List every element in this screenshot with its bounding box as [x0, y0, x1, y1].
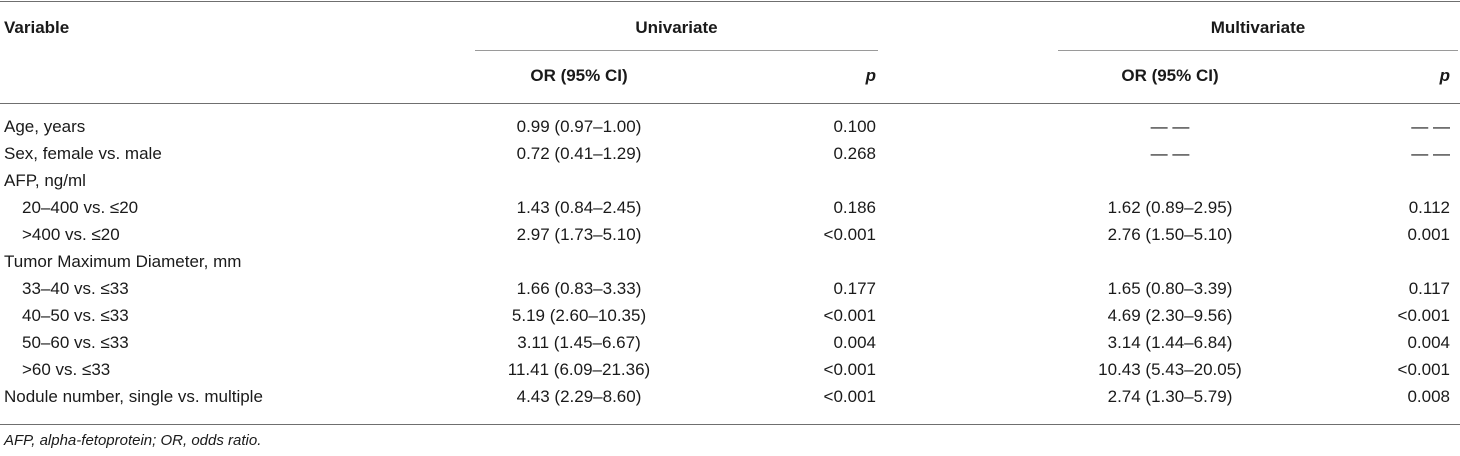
header-multivariate-or: OR (95% CI): [1121, 66, 1219, 85]
multivariate-or-cell: 1.65 (0.80–3.39): [1107, 279, 1233, 298]
univariate-or-cell: 5.19 (2.60–10.35): [511, 306, 647, 325]
multivariate-p-cell: 0.004: [1407, 333, 1450, 352]
multivariate-p-cell: <0.001: [1397, 306, 1450, 325]
header-univariate-p: p: [865, 66, 876, 85]
header-univariate-or: OR (95% CI): [530, 66, 628, 85]
header-variable: Variable: [4, 18, 70, 37]
row-sublabel: >60 vs. ≤33: [22, 360, 111, 379]
univariate-or-cell: 3.11 (1.45–6.67): [517, 333, 641, 352]
univariate-or-cell: 1.66 (0.83–3.33): [516, 279, 642, 298]
univariate-or-cell: 4.43 (2.29–8.60): [516, 387, 642, 406]
row-label: Age, years: [4, 117, 86, 136]
multivariate-or-cell: — —: [1150, 117, 1190, 136]
univariate-or-cell: 11.41 (6.09–21.36): [507, 360, 651, 379]
univariate-or-cell: 0.99 (0.97–1.00): [516, 117, 642, 136]
row-label: Nodule number, single vs. multiple: [4, 387, 263, 406]
multivariate-p-cell: — —: [1411, 117, 1450, 136]
multivariate-p-cell: <0.001: [1397, 360, 1450, 379]
multivariate-or-cell: 3.14 (1.44–6.84): [1107, 333, 1233, 352]
univariate-group-rule: [475, 50, 878, 51]
row-sublabel: 20–400 vs. ≤20: [22, 198, 139, 217]
multivariate-p-cell: 0.001: [1407, 225, 1450, 244]
multivariate-or-cell: 2.76 (1.50–5.10): [1107, 225, 1233, 244]
multivariate-or-cell: 2.74 (1.30–5.79): [1107, 387, 1233, 406]
row-sublabel: 50–60 vs. ≤33: [22, 333, 129, 352]
row-sublabel: 33–40 vs. ≤33: [22, 279, 129, 298]
univariate-p-cell: <0.001: [823, 225, 876, 244]
univariate-p-cell: 0.177: [833, 279, 876, 298]
univariate-p-cell: 0.100: [833, 117, 876, 136]
univariate-p-cell: 0.268: [833, 144, 876, 163]
header-univariate: Univariate: [635, 18, 718, 37]
bottom-rule: [0, 424, 1460, 425]
header-multivariate-p: p: [1439, 66, 1450, 85]
multivariate-or-cell: — —: [1150, 144, 1190, 163]
multivariate-group-rule: [1058, 50, 1458, 51]
row-sublabel: 40–50 vs. ≤33: [22, 306, 129, 325]
multivariate-or-cell: 1.62 (0.89–2.95): [1107, 198, 1233, 217]
multivariate-p-cell: 0.112: [1408, 198, 1450, 217]
row-label: Sex, female vs. male: [4, 144, 162, 163]
univariate-p-cell: <0.001: [823, 306, 876, 325]
univariate-or-cell: 1.43 (0.84–2.45): [516, 198, 642, 217]
top-rule: [0, 1, 1460, 2]
multivariate-or-cell: 10.43 (5.43–20.05): [1098, 360, 1242, 379]
univariate-p-cell: 0.004: [833, 333, 876, 352]
multivariate-p-cell: 0.008: [1407, 387, 1450, 406]
header-multivariate: Multivariate: [1210, 18, 1306, 37]
univariate-p-cell: 0.186: [833, 198, 876, 217]
univariate-p-cell: <0.001: [823, 360, 876, 379]
univariate-or-cell: 2.97 (1.73–5.10): [516, 225, 642, 244]
multivariate-or-cell: 4.69 (2.30–9.56): [1107, 306, 1233, 325]
row-group-label: Tumor Maximum Diameter, mm: [4, 252, 242, 271]
univariate-or-cell: 0.72 (0.41–1.29): [516, 144, 642, 163]
header-rule: [0, 103, 1460, 104]
row-group-label: AFP, ng/ml: [4, 171, 86, 190]
univariate-p-cell: <0.001: [823, 387, 876, 406]
multivariate-p-cell: 0.117: [1408, 279, 1450, 298]
row-sublabel: >400 vs. ≤20: [22, 225, 120, 244]
multivariate-p-cell: — —: [1411, 144, 1450, 163]
table-footnote: AFP, alpha-fetoprotein; OR, odds ratio.: [4, 432, 262, 449]
